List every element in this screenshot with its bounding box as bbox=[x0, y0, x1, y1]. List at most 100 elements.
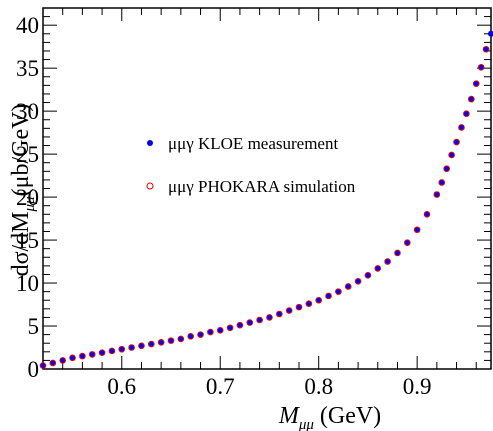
data-point-kloe bbox=[478, 64, 485, 71]
data-point-phokara bbox=[394, 249, 401, 257]
y-axis-title-unit: (μb/GeV) bbox=[8, 104, 34, 197]
y-tick-label: 20 bbox=[16, 185, 39, 210]
data-point-phokara bbox=[433, 191, 441, 198]
data-point-kloe bbox=[483, 46, 490, 53]
data-point-phokara bbox=[118, 345, 126, 353]
axis-tick-labels: 0.6 0.7 0.8 0.9 0 5 10 15 20 25 30 35 40 bbox=[16, 13, 432, 399]
x-axis-title-sub: μμ bbox=[298, 417, 315, 431]
data-point-kloe bbox=[286, 307, 293, 314]
data-point-kloe bbox=[207, 329, 214, 336]
data-point-phokara bbox=[69, 354, 76, 362]
data-point-kloe bbox=[463, 110, 470, 117]
data-point-kloe bbox=[128, 344, 135, 351]
data-point-phokara bbox=[482, 45, 490, 53]
data-point-phokara bbox=[157, 339, 165, 346]
y-axis-title-prefix: dσ/dM bbox=[8, 211, 34, 276]
data-point-phokara bbox=[216, 327, 224, 334]
data-point-kloe bbox=[246, 319, 253, 326]
data-point-phokara bbox=[266, 314, 273, 321]
data-point-kloe bbox=[453, 139, 460, 146]
data-point-phokara bbox=[413, 226, 421, 234]
data-point-phokara bbox=[128, 344, 135, 351]
data-point-phokara bbox=[167, 337, 175, 344]
data-point-kloe bbox=[217, 327, 224, 334]
data-point-phokara bbox=[477, 64, 485, 71]
data-point-kloe bbox=[187, 333, 194, 340]
data-point-kloe bbox=[345, 283, 352, 290]
data-point-kloe bbox=[40, 362, 46, 369]
data-point-phokara bbox=[438, 179, 446, 186]
data-point-phokara bbox=[207, 328, 214, 336]
x-tick-label: 0.9 bbox=[403, 374, 432, 399]
data-point-kloe bbox=[266, 314, 273, 321]
data-point-kloe bbox=[394, 249, 401, 256]
data-point-kloe bbox=[256, 317, 263, 324]
data-point-kloe bbox=[315, 297, 322, 304]
data-point-kloe bbox=[177, 335, 184, 342]
data-point-phokara bbox=[39, 362, 47, 369]
data-point-phokara bbox=[305, 300, 313, 307]
data-point-phokara bbox=[325, 292, 332, 300]
data-point-phokara bbox=[236, 321, 244, 329]
data-point-phokara bbox=[423, 210, 431, 218]
legend-label-kloe: μμγ KLOE measurement bbox=[168, 134, 338, 153]
data-point-kloe bbox=[99, 349, 106, 356]
y-tick-label: 0 bbox=[28, 357, 40, 382]
data-point-phokara bbox=[276, 310, 283, 318]
data-point-kloe bbox=[158, 339, 165, 346]
data-point-phokara bbox=[187, 333, 194, 340]
y-axis-title-sub: μμ bbox=[22, 196, 38, 213]
data-point-kloe bbox=[59, 357, 66, 364]
y-tick-label: 30 bbox=[16, 99, 39, 124]
x-axis-title-main: M bbox=[278, 403, 301, 429]
data-point-kloe bbox=[473, 80, 480, 87]
legend-marker-phokara bbox=[146, 182, 154, 190]
data-point-phokara bbox=[315, 296, 322, 304]
data-point-phokara bbox=[256, 316, 263, 324]
x-axis-title: Mμμ (GeV) bbox=[278, 403, 381, 431]
data-point-kloe bbox=[355, 278, 362, 285]
data-point-kloe bbox=[296, 304, 302, 311]
y-tick-label: 5 bbox=[28, 314, 40, 339]
data-point-phokara bbox=[108, 347, 116, 355]
data-point-phokara bbox=[344, 283, 352, 290]
y-tick-label: 15 bbox=[16, 228, 39, 253]
data-point-phokara bbox=[79, 352, 86, 360]
y-axis-title: dσ/dMμμ(μb/GeV) bbox=[8, 104, 38, 277]
data-point-phokara bbox=[364, 272, 372, 279]
data-point-phokara bbox=[226, 324, 234, 332]
legend-label-phokara: μμγ PHOKARA simulation bbox=[168, 177, 356, 196]
y-tick-label: 10 bbox=[16, 271, 39, 296]
data-point-kloe bbox=[79, 353, 86, 360]
data-point-kloe bbox=[488, 30, 493, 37]
data-point-kloe bbox=[276, 310, 283, 317]
x-tick-label: 0.6 bbox=[107, 374, 136, 399]
data-point-phokara bbox=[354, 278, 362, 285]
data-point-kloe bbox=[325, 292, 332, 299]
y-tick-label: 40 bbox=[16, 13, 39, 38]
data-point-kloe bbox=[168, 337, 174, 344]
data-point-phokara bbox=[285, 307, 293, 314]
data-point-phokara bbox=[384, 258, 391, 265]
legend: μμγ KLOE measurement μμγ PHOKARA simulat… bbox=[146, 134, 356, 196]
data-point-phokara bbox=[295, 303, 303, 311]
data-point-phokara bbox=[453, 138, 460, 146]
data-point-phokara bbox=[443, 165, 450, 173]
data-point-phokara bbox=[138, 342, 145, 350]
data-point-kloe bbox=[443, 165, 450, 172]
data-point-phokara bbox=[448, 151, 455, 159]
data-point-phokara bbox=[335, 288, 342, 295]
data-point-phokara bbox=[49, 359, 57, 367]
x-tick-label: 0.7 bbox=[206, 374, 235, 399]
data-point-kloe bbox=[364, 272, 371, 279]
x-axis-title-unit: (GeV) bbox=[314, 403, 381, 429]
data-point-kloe bbox=[89, 351, 96, 358]
data-point-phokara bbox=[463, 110, 470, 118]
data-point-kloe bbox=[374, 265, 381, 272]
data-point-phokara bbox=[88, 351, 96, 358]
series-kloe-points bbox=[40, 30, 493, 369]
data-point-kloe bbox=[108, 347, 115, 354]
data-point-kloe bbox=[458, 124, 465, 131]
data-point-kloe bbox=[69, 354, 76, 361]
